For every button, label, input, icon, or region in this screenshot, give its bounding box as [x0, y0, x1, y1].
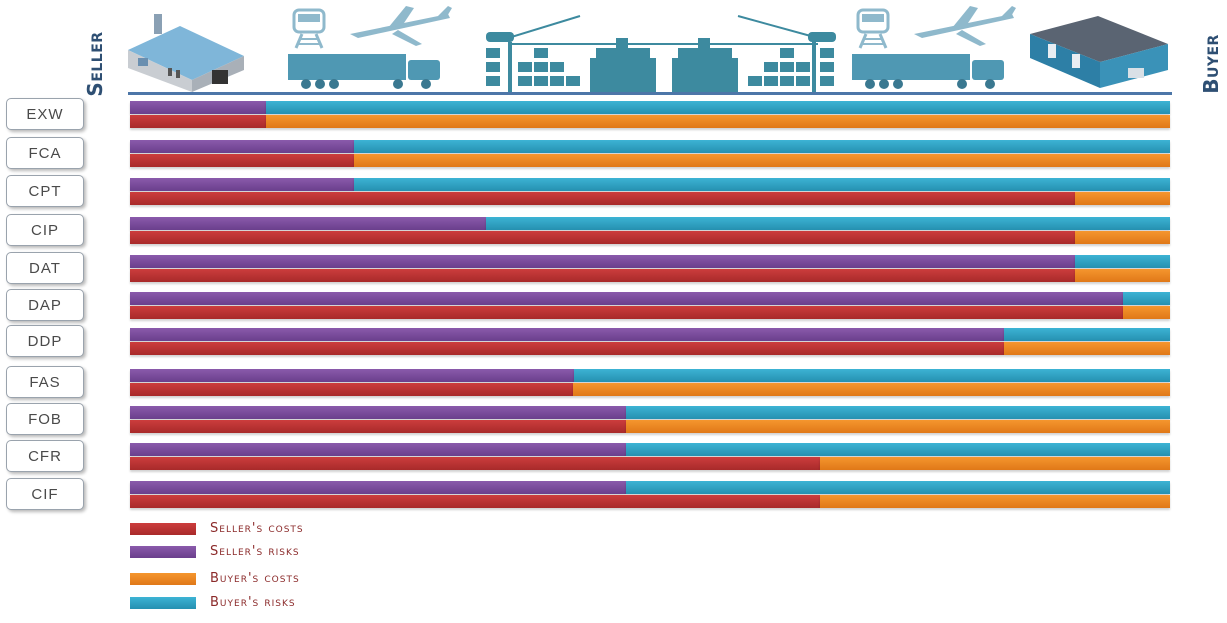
bar-buyer-costs-ddp	[1003, 342, 1170, 355]
bar-seller-costs-cfr	[130, 457, 820, 470]
bar-seller-costs-dap	[130, 306, 1124, 319]
legend-label-seller-risks: Seller's risks	[210, 544, 300, 559]
term-label-cfr: CFR	[6, 440, 84, 472]
bar-seller-risks-cif	[130, 481, 627, 494]
bar-seller-costs-ddp	[130, 342, 1004, 355]
term-label-fca: FCA	[6, 137, 84, 169]
bar-buyer-costs-cfr	[819, 457, 1170, 470]
airplane-icon	[914, 6, 1016, 46]
bar-buyer-costs-fas	[573, 383, 1170, 396]
bar-seller-risks-fob	[130, 406, 627, 419]
legend-swatch-buyer-risks	[130, 597, 196, 609]
bar-seller-risks-ddp	[130, 328, 1004, 341]
ship-icon	[672, 38, 738, 92]
bar-buyer-risks-fas	[574, 369, 1170, 382]
bar-buyer-risks-exw	[266, 101, 1170, 114]
bar-buyer-risks-cip	[485, 217, 1170, 230]
port-crane-icon	[668, 15, 836, 92]
legend-swatch-buyer-costs	[130, 573, 196, 585]
legend-swatch-seller-costs	[130, 523, 196, 535]
bar-seller-costs-cip	[130, 231, 1076, 244]
bar-buyer-risks-fca	[353, 140, 1170, 153]
bar-seller-costs-dat	[130, 269, 1076, 282]
term-label-fas: FAS	[6, 366, 84, 398]
term-label-dat: DAT	[6, 252, 84, 284]
buyer-label: Buyer	[1199, 34, 1223, 94]
legend-label-seller-costs: Seller's costs	[210, 521, 304, 536]
seller-label: Seller	[83, 31, 107, 97]
bar-seller-risks-exw	[130, 101, 267, 114]
bar-buyer-costs-dap	[1123, 306, 1170, 319]
bar-seller-risks-fas	[130, 369, 575, 382]
factory-icon	[128, 14, 244, 92]
bar-seller-risks-dap	[130, 292, 1124, 305]
term-label-cip: CIP	[6, 214, 84, 246]
bar-buyer-risks-cif	[626, 481, 1170, 494]
truck-icon	[852, 54, 1004, 89]
term-label-ddp: DDP	[6, 325, 84, 357]
port-crane-icon	[486, 15, 674, 92]
bar-buyer-costs-cpt	[1075, 192, 1170, 205]
ground-line	[128, 92, 1172, 95]
train-icon	[292, 8, 326, 49]
bar-buyer-costs-fca	[353, 154, 1170, 167]
bar-seller-risks-cfr	[130, 443, 627, 456]
bar-buyer-risks-dap	[1123, 292, 1170, 305]
ship-icon	[590, 38, 656, 92]
train-icon	[856, 8, 890, 49]
truck-icon	[288, 54, 440, 89]
bar-buyer-risks-ddp	[1003, 328, 1170, 341]
bar-buyer-costs-exw	[266, 115, 1170, 128]
bar-seller-costs-fob	[130, 420, 627, 433]
bar-seller-costs-fas	[130, 383, 574, 396]
bar-buyer-risks-cfr	[626, 443, 1170, 456]
legend-label-buyer-costs: Buyer's costs	[210, 571, 300, 586]
bar-seller-costs-cpt	[130, 192, 1076, 205]
bar-buyer-risks-fob	[626, 406, 1170, 419]
bar-seller-risks-cip	[130, 217, 486, 230]
legend-swatch-seller-risks	[130, 546, 196, 558]
bar-buyer-risks-cpt	[353, 178, 1170, 191]
bar-buyer-costs-dat	[1075, 269, 1170, 282]
term-label-cpt: CPT	[6, 175, 84, 207]
bar-buyer-costs-fob	[626, 420, 1170, 433]
bar-seller-costs-fca	[130, 154, 354, 167]
bar-seller-risks-fca	[130, 140, 354, 153]
bar-buyer-costs-cif	[819, 495, 1170, 508]
term-label-cif: CIF	[6, 478, 84, 510]
term-label-fob: FOB	[6, 403, 84, 435]
term-label-exw: EXW	[6, 98, 84, 130]
bar-buyer-costs-cip	[1075, 231, 1170, 244]
airplane-icon	[350, 6, 452, 46]
term-label-dap: DAP	[6, 289, 84, 321]
bar-seller-costs-cif	[130, 495, 820, 508]
bar-buyer-risks-dat	[1075, 255, 1170, 268]
bar-seller-costs-exw	[130, 115, 267, 128]
legend-label-buyer-risks: Buyer's risks	[210, 595, 296, 610]
bar-seller-risks-dat	[130, 255, 1076, 268]
warehouse-icon	[1030, 16, 1168, 88]
bar-seller-risks-cpt	[130, 178, 354, 191]
